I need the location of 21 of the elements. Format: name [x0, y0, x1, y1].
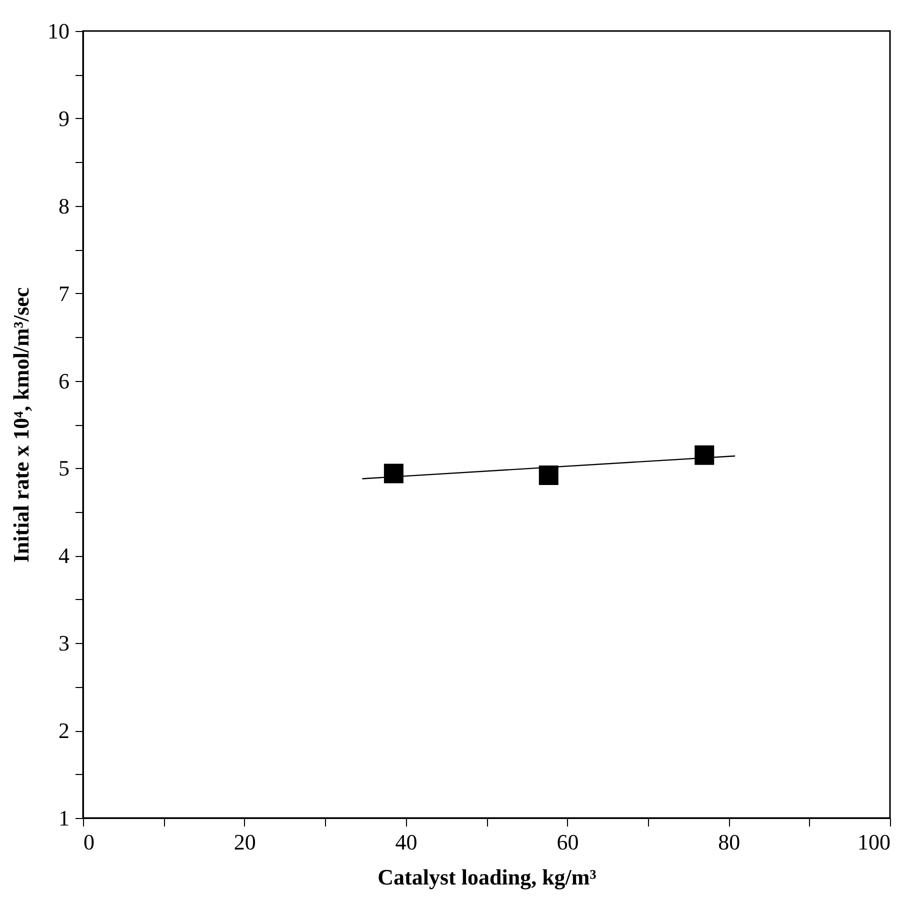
y-tick-label: 5 [58, 456, 70, 481]
x-tick-label: 60 [556, 830, 579, 854]
y-tick-label: 7 [58, 280, 70, 306]
y-tick-label: 2 [58, 718, 70, 744]
x-axis-title: Catalyst loading, kg/m³ [378, 864, 597, 890]
y-tick-label: 3 [58, 630, 70, 656]
point [538, 465, 558, 485]
y-tick-label: 6 [58, 368, 70, 394]
x-tick-label: 100 [858, 830, 890, 854]
x-tick-label: 80 [718, 830, 740, 854]
x-tick-label: 0 [84, 830, 94, 854]
x-tick-label: 40 [395, 830, 418, 854]
y-tick-label: 8 [58, 193, 70, 218]
y-tick-label: 4 [58, 543, 70, 568]
point [384, 464, 404, 484]
y-tick-label: 10 [48, 18, 70, 44]
y-axis-title: Initial rate x 10⁴, kmol/m³/sec [8, 287, 34, 563]
y-tick-label: 9 [58, 106, 70, 131]
x-tick-label: 20 [234, 830, 256, 854]
y-tick-label: 1 [58, 806, 70, 830]
point [694, 445, 714, 465]
